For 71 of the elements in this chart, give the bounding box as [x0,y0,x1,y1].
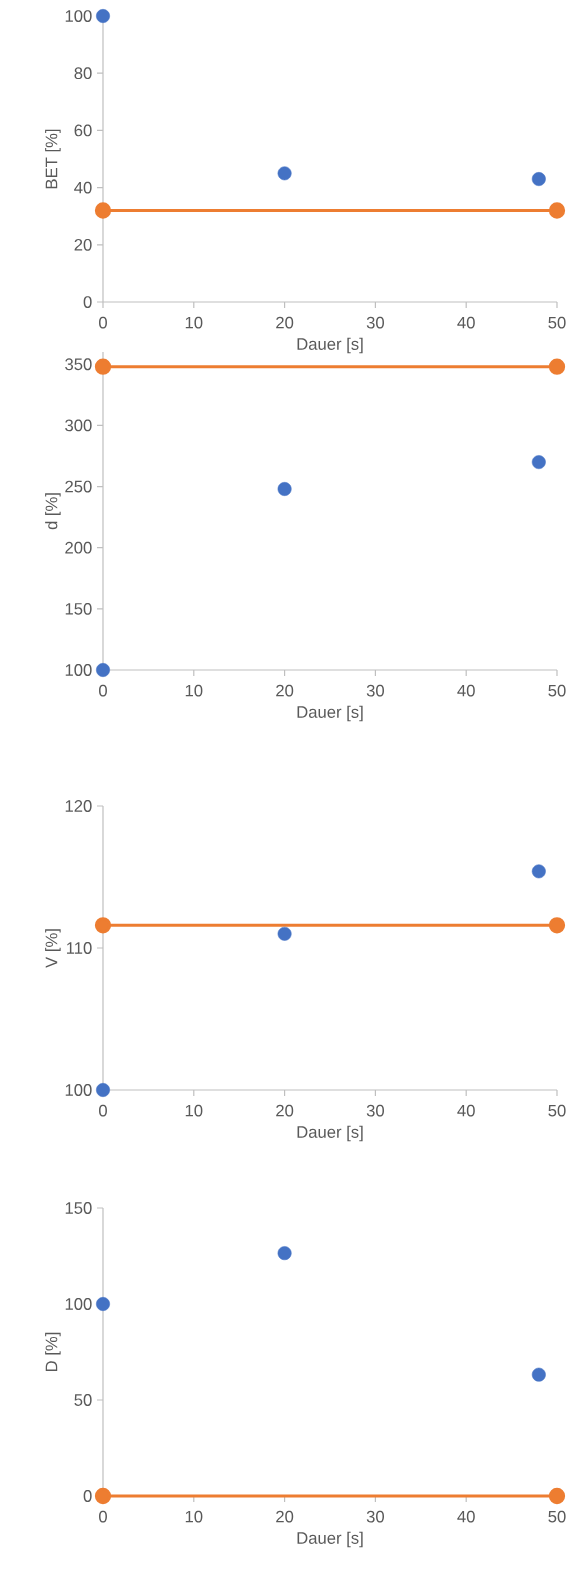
y-tick-label: 200 [65,541,92,554]
x-tick-label: 0 [99,316,107,329]
y-tick-label: 110 [66,942,92,954]
point [531,455,546,470]
point [548,917,566,934]
point [96,663,110,677]
y-tick-label: 350 [65,358,92,371]
x-tick-label: 50 [548,684,566,697]
y-tick-label: 100 [65,1298,92,1310]
y-tick-label: 0 [83,296,92,308]
y-tick-label: 0 [83,1490,92,1502]
x-tick-label: 50 [548,1510,566,1523]
x-axis-title: Dauer [s] [297,705,363,722]
x-tick-label: 10 [185,1104,203,1117]
point [531,864,546,879]
y-tick-label: 60 [74,124,92,137]
x-axis-title: Dauer [s] [297,1531,363,1548]
point [94,1487,112,1505]
x-tick-label: 30 [366,316,385,329]
y-axis-title: D [%] [45,1332,61,1372]
point [94,202,112,219]
point [548,358,566,375]
x-tick-label: 10 [185,684,203,697]
x-tick-label: 40 [457,1510,475,1523]
y-tick-label: 100 [65,1084,92,1096]
point [277,482,292,496]
x-tick-label: 20 [276,1104,294,1117]
x-tick-label: 30 [366,1104,385,1117]
point [94,358,112,375]
point [277,166,292,181]
x-tick-label: 40 [457,316,475,329]
point [94,917,112,934]
y-axis-title: d [%] [45,493,61,530]
y-tick-label: 300 [65,419,92,432]
point [96,1297,110,1311]
x-tick-label: 50 [548,1104,566,1117]
point [531,172,546,186]
y-tick-label: 40 [74,181,92,194]
y-tick-label: 100 [65,10,92,22]
x-tick-label: 20 [276,1510,294,1523]
x-tick-label: 40 [457,684,475,697]
point [548,202,566,219]
x-tick-label: 0 [99,684,107,697]
x-axis-title: Dauer [s] [297,337,363,354]
x-tick-label: 10 [185,316,203,329]
y-tick-label: 50 [74,1394,92,1406]
x-tick-label: 30 [366,1510,385,1523]
y-axis-title: BET [%] [45,129,61,189]
x-tick-label: 30 [366,684,385,697]
point [277,926,292,941]
x-tick-label: 0 [99,1510,107,1523]
y-tick-label: 100 [65,664,92,676]
x-tick-label: 10 [185,1510,203,1523]
point [277,1246,292,1261]
y-tick-label: 150 [65,1202,92,1214]
y-tick-label: 120 [65,800,92,812]
x-tick-label: 0 [99,1104,107,1117]
point [548,1487,566,1505]
x-axis-title: Dauer [s] [297,1125,363,1142]
x-tick-label: 20 [276,316,294,329]
y-tick-label: 80 [74,67,92,80]
x-tick-label: 20 [276,684,294,697]
y-tick-label: 250 [65,480,92,493]
x-tick-label: 40 [457,1104,475,1117]
y-tick-label: 150 [65,602,92,615]
y-tick-label: 20 [74,238,92,251]
point [96,9,110,23]
x-tick-label: 50 [548,316,566,329]
point [531,1367,546,1382]
point [96,1083,110,1097]
y-axis-title: V [%] [45,929,61,968]
